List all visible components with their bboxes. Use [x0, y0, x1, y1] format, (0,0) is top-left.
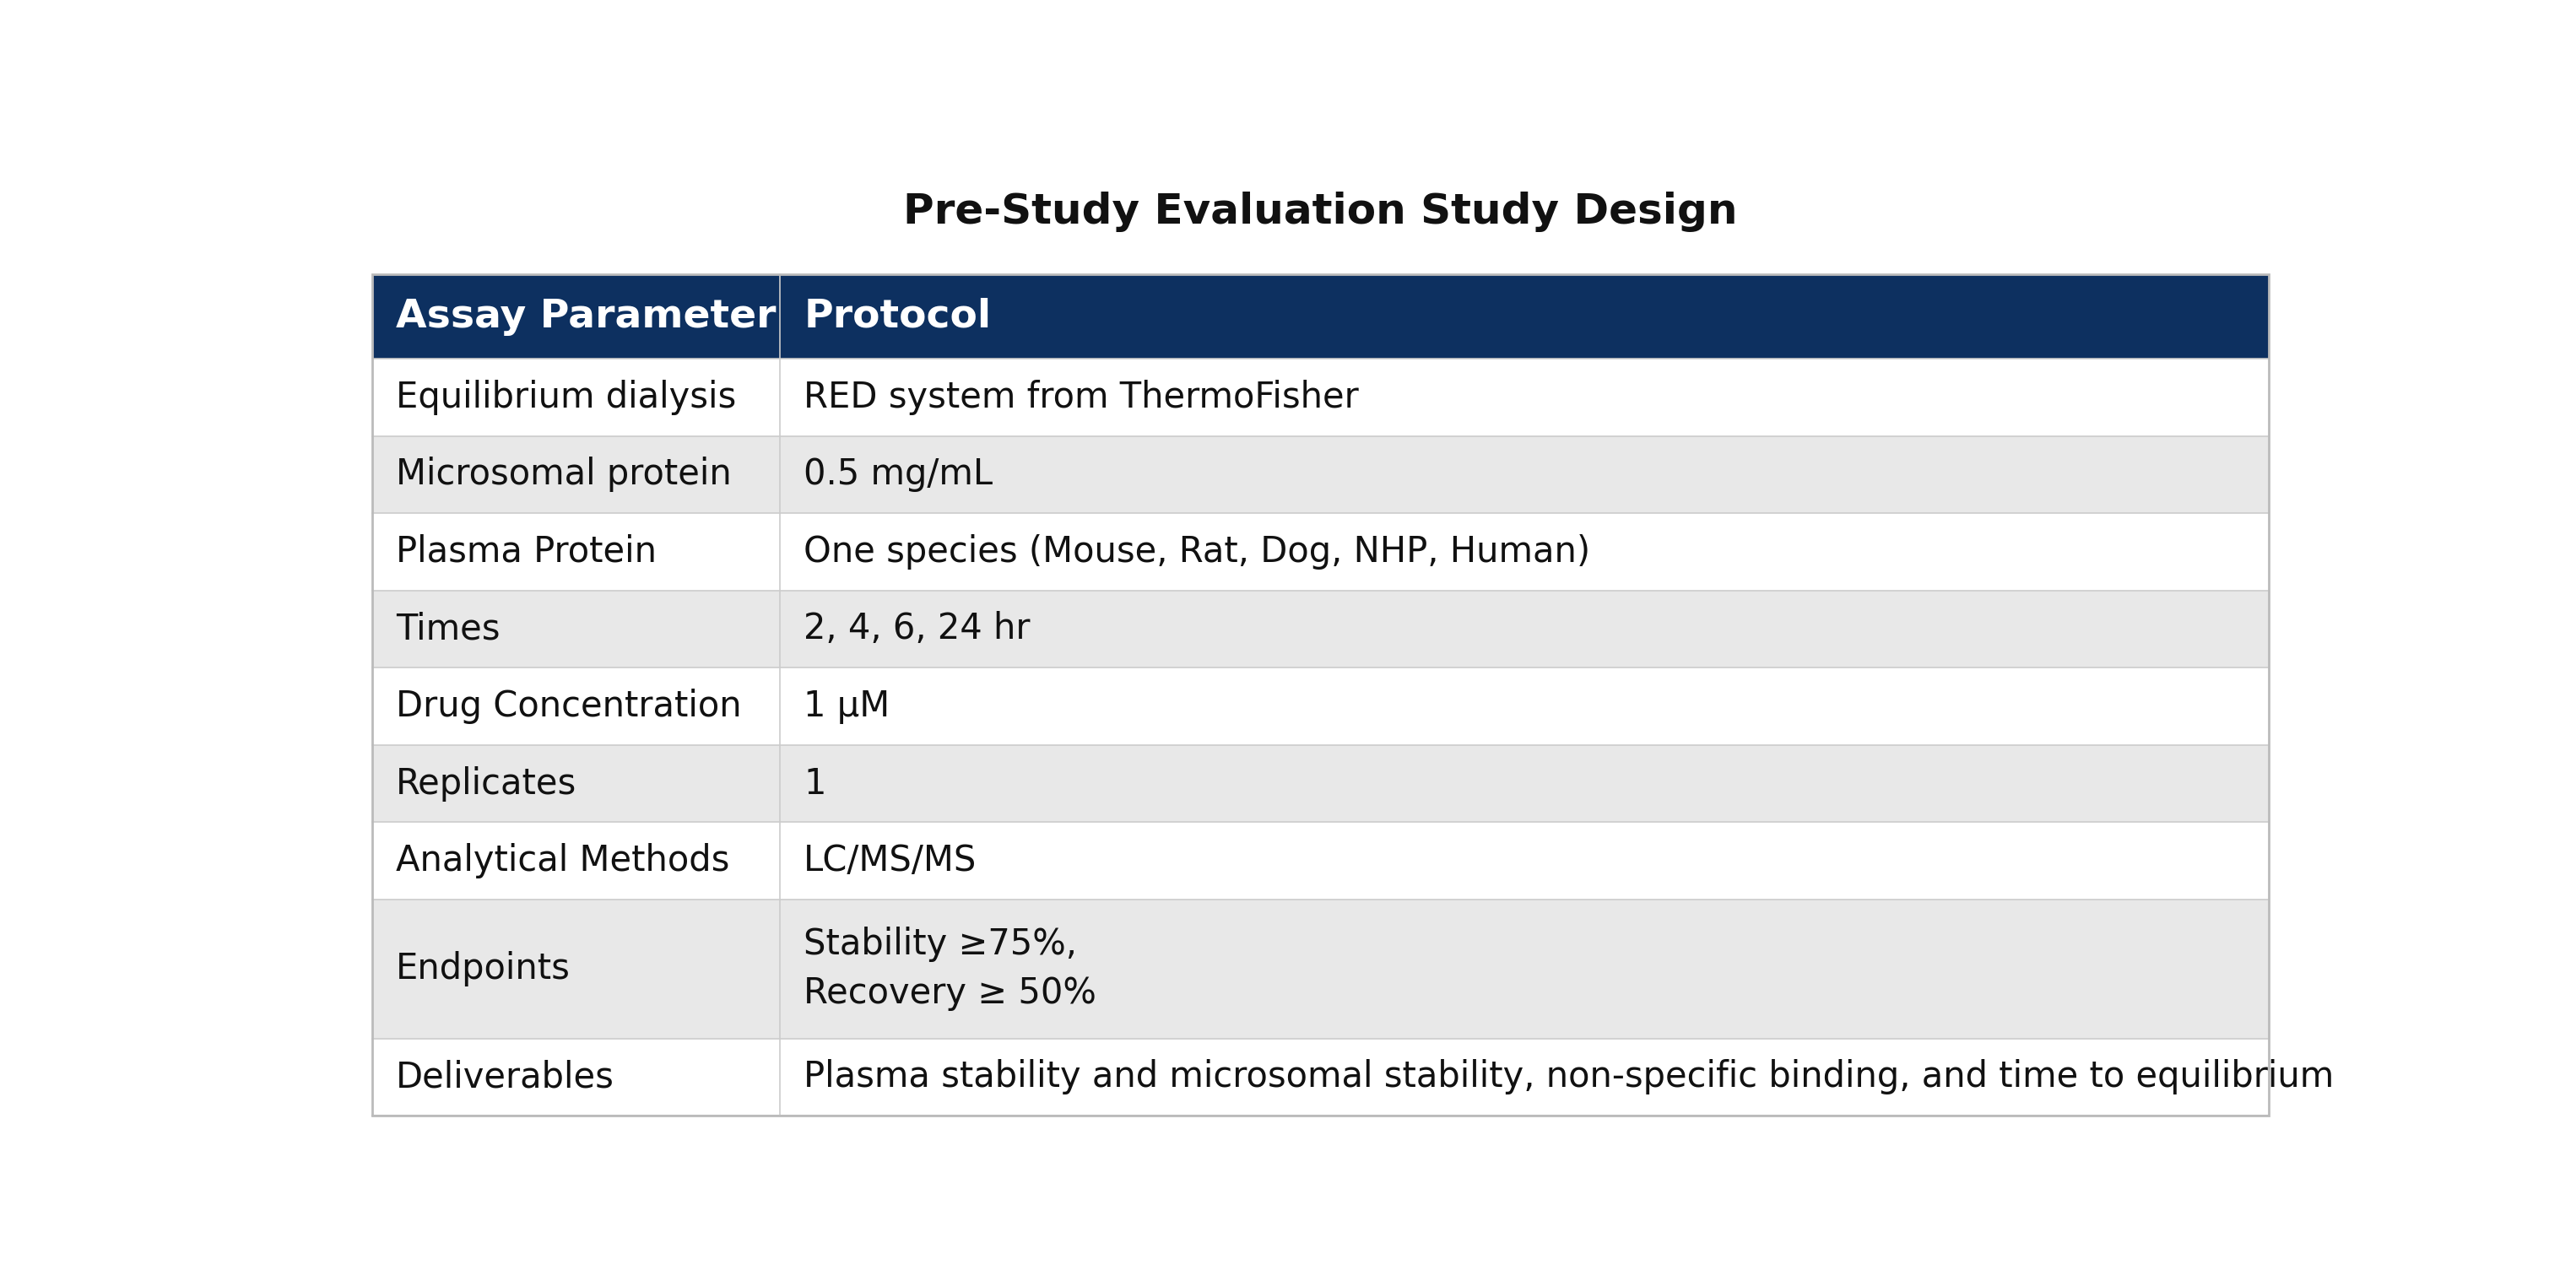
Bar [371, 822, 2269, 899]
Text: RED system from ThermoFisher: RED system from ThermoFisher [804, 380, 1358, 415]
Text: Analytical Methods: Analytical Methods [397, 843, 729, 879]
Text: Pre-Study Evaluation Study Design: Pre-Study Evaluation Study Design [904, 192, 1736, 232]
Text: Equilibrium dialysis: Equilibrium dialysis [397, 380, 737, 415]
Text: 1: 1 [804, 766, 827, 801]
Text: 0.5 mg/mL: 0.5 mg/mL [804, 457, 992, 493]
Text: Microsomal protein: Microsomal protein [397, 457, 732, 493]
Text: Endpoints: Endpoints [397, 951, 569, 987]
Bar [371, 358, 2269, 436]
Bar [371, 745, 2269, 822]
Bar [371, 513, 2269, 591]
Text: LC/MS/MS: LC/MS/MS [804, 843, 976, 879]
Text: One species (Mouse, Rat, Dog, NHP, Human): One species (Mouse, Rat, Dog, NHP, Human… [804, 535, 1589, 569]
Bar [371, 591, 2269, 668]
Bar [371, 1039, 2269, 1115]
Text: Protocol: Protocol [804, 297, 992, 335]
Bar [371, 436, 2269, 513]
Text: Stability ≥75%,
Recovery ≥ 50%: Stability ≥75%, Recovery ≥ 50% [804, 927, 1097, 1011]
Text: 1 μM: 1 μM [804, 688, 889, 724]
Text: Times: Times [397, 611, 500, 646]
Text: 2, 4, 6, 24 hr: 2, 4, 6, 24 hr [804, 611, 1030, 646]
Text: Deliverables: Deliverables [397, 1059, 613, 1095]
Text: Plasma Protein: Plasma Protein [397, 535, 657, 569]
Text: Plasma stability and microsomal stability, non-specific binding, and time to equ: Plasma stability and microsomal stabilit… [804, 1059, 2334, 1095]
Bar [371, 668, 2269, 745]
Bar [371, 274, 2269, 358]
Text: Drug Concentration: Drug Concentration [397, 688, 742, 724]
Text: Assay Parameter: Assay Parameter [397, 297, 775, 335]
Text: Replicates: Replicates [397, 766, 577, 801]
